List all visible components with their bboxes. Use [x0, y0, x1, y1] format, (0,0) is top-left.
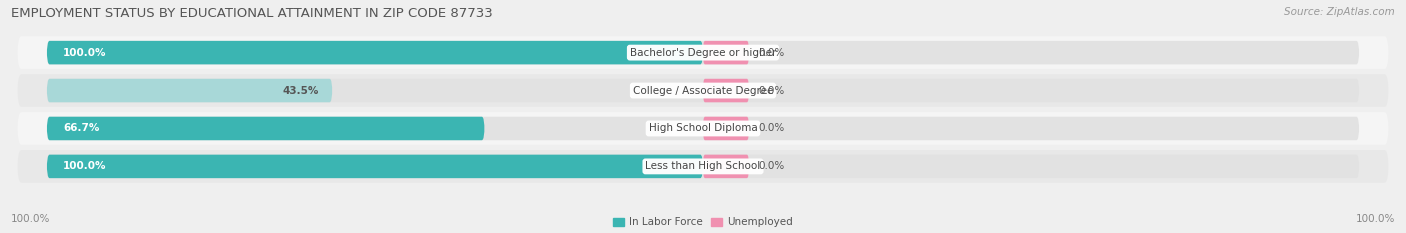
FancyBboxPatch shape: [46, 79, 332, 102]
FancyBboxPatch shape: [703, 155, 749, 178]
Text: 0.0%: 0.0%: [759, 86, 785, 96]
FancyBboxPatch shape: [46, 155, 703, 178]
FancyBboxPatch shape: [703, 79, 749, 102]
Text: Less than High School: Less than High School: [645, 161, 761, 171]
Text: 100.0%: 100.0%: [63, 161, 107, 171]
FancyBboxPatch shape: [46, 41, 703, 64]
Text: 100.0%: 100.0%: [11, 214, 51, 224]
FancyBboxPatch shape: [17, 36, 1389, 69]
Text: High School Diploma: High School Diploma: [648, 123, 758, 134]
FancyBboxPatch shape: [703, 41, 749, 64]
FancyBboxPatch shape: [17, 74, 1389, 107]
FancyBboxPatch shape: [703, 117, 749, 140]
Text: 0.0%: 0.0%: [759, 161, 785, 171]
Text: 100.0%: 100.0%: [1355, 214, 1395, 224]
FancyBboxPatch shape: [46, 117, 1360, 140]
Text: 66.7%: 66.7%: [63, 123, 100, 134]
Text: 43.5%: 43.5%: [283, 86, 319, 96]
FancyBboxPatch shape: [46, 117, 485, 140]
FancyBboxPatch shape: [46, 155, 1360, 178]
FancyBboxPatch shape: [46, 41, 1360, 64]
Text: 100.0%: 100.0%: [63, 48, 107, 58]
Text: 0.0%: 0.0%: [759, 123, 785, 134]
FancyBboxPatch shape: [17, 150, 1389, 183]
FancyBboxPatch shape: [17, 112, 1389, 145]
Legend: In Labor Force, Unemployed: In Labor Force, Unemployed: [609, 213, 797, 232]
Text: Bachelor's Degree or higher: Bachelor's Degree or higher: [630, 48, 776, 58]
Text: EMPLOYMENT STATUS BY EDUCATIONAL ATTAINMENT IN ZIP CODE 87733: EMPLOYMENT STATUS BY EDUCATIONAL ATTAINM…: [11, 7, 494, 20]
Text: Source: ZipAtlas.com: Source: ZipAtlas.com: [1284, 7, 1395, 17]
Text: College / Associate Degree: College / Associate Degree: [633, 86, 773, 96]
Text: 0.0%: 0.0%: [759, 48, 785, 58]
FancyBboxPatch shape: [46, 79, 1360, 102]
